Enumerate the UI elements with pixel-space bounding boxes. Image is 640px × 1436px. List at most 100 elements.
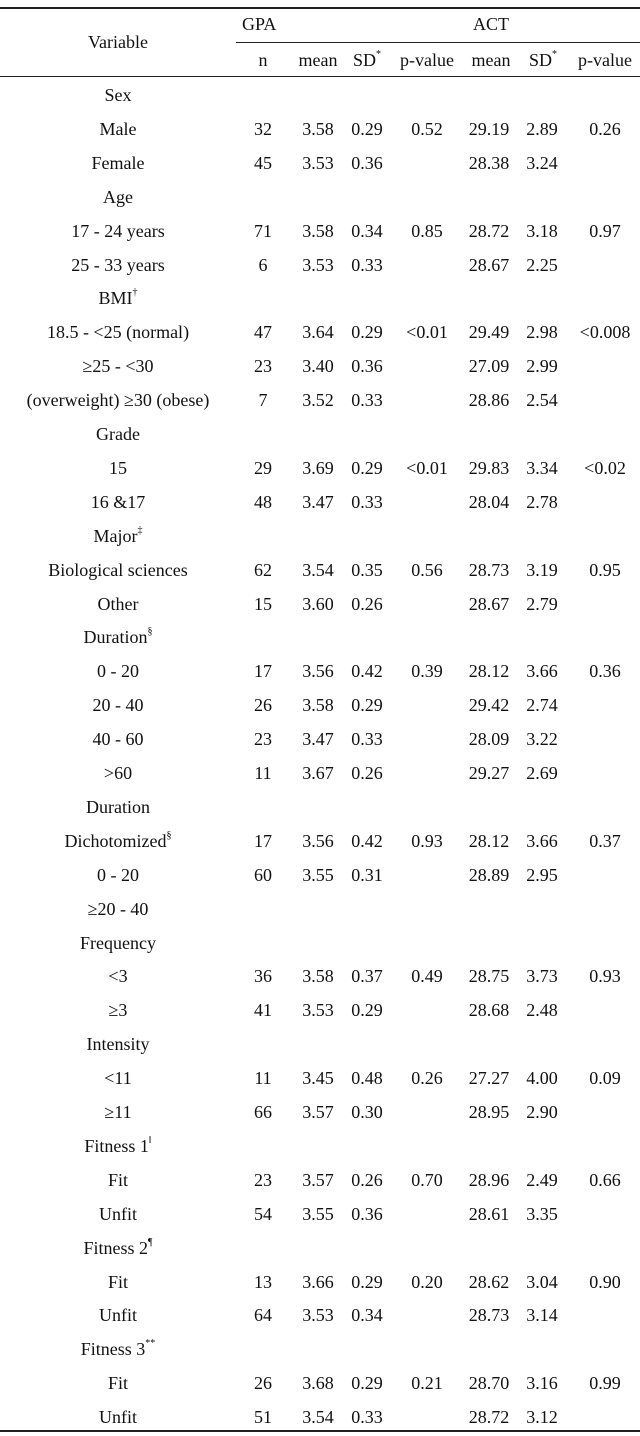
cell-act-p: 0.36 [589, 661, 621, 682]
table-top-rule [0, 7, 640, 9]
cell-gpa-sd: 0.33 [351, 1407, 383, 1428]
cell-act-mean: 28.12 [468, 830, 510, 851]
cell-n: 23 [254, 356, 272, 377]
cell-gpa-p: <0.01 [406, 322, 448, 343]
row-label-text: Unfit [99, 1305, 137, 1326]
cell-gpa-sd: 0.34 [351, 1305, 383, 1326]
row-label: Female [92, 152, 145, 174]
row-label-text: Male [99, 118, 137, 139]
cell-gpa-sd: 0.29 [351, 457, 383, 478]
header-act-sd-mark: * [552, 49, 558, 60]
row-label: Intensity [87, 1033, 150, 1055]
cell-n: 26 [254, 1373, 272, 1394]
row-label: 0 - 20 [97, 864, 139, 886]
row-label: ≥3 [109, 999, 128, 1021]
cell-gpa-sd: 0.36 [351, 1203, 383, 1224]
row-label: Age [103, 186, 133, 208]
cell-n: 11 [254, 1068, 272, 1089]
cell-gpa-mean: 3.53 [302, 254, 334, 275]
cell-gpa-p: 0.20 [411, 1271, 443, 1292]
cell-act-mean: 28.95 [468, 1102, 510, 1122]
cell-act-p: 0.90 [589, 1271, 621, 1292]
cell-n: 62 [254, 559, 272, 580]
row-label: 16 &17 [91, 491, 146, 513]
cell-n: 29 [254, 457, 272, 478]
row-label-text: Fitness 1 [84, 1135, 149, 1156]
row-label-text: >60 [103, 763, 133, 783]
cell-act-mean: 28.73 [468, 1305, 510, 1326]
cell-act-mean: 28.72 [468, 1407, 510, 1428]
row-label: 20 - 40 [93, 694, 144, 716]
cell-gpa-sd: 0.26 [351, 763, 383, 783]
cell-act-sd: 2.98 [526, 322, 558, 343]
header-gpa-group: GPA [242, 14, 277, 34]
cell-act-sd: 2.95 [526, 864, 558, 885]
footnote-mark: † [132, 287, 138, 299]
cell-gpa-sd: 0.29 [351, 322, 383, 343]
cell-act-sd: 3.35 [526, 1203, 558, 1224]
cell-gpa-sd: 0.36 [351, 152, 383, 173]
cell-act-mean: 27.27 [468, 1068, 510, 1089]
cell-act-sd: 3.14 [526, 1305, 558, 1326]
cell-n: 23 [254, 729, 272, 750]
cell-gpa-sd: 0.26 [351, 1169, 383, 1190]
cell-act-mean: 29.27 [468, 763, 510, 783]
header-gpa-p: p-value [400, 50, 454, 70]
cell-gpa-mean: 3.60 [302, 593, 334, 614]
cell-act-p: 0.99 [589, 1373, 621, 1394]
cell-gpa-sd: 0.48 [351, 1068, 383, 1089]
cell-gpa-mean: 3.64 [302, 322, 334, 343]
row-label-text: Female [91, 152, 145, 173]
cell-act-mean: 28.12 [468, 661, 510, 682]
row-label-text: Duration [83, 627, 148, 648]
cell-act-sd: 3.04 [526, 1271, 558, 1292]
cell-n: 66 [254, 1102, 272, 1122]
cell-act-sd: 2.74 [526, 695, 558, 716]
cell-act-mean: 28.86 [468, 390, 510, 411]
cell-act-p: 0.66 [589, 1169, 621, 1190]
cell-gpa-p: 0.39 [411, 661, 443, 682]
cell-act-mean: 28.61 [468, 1203, 510, 1224]
row-label-text: Sex [104, 85, 132, 105]
cell-gpa-mean: 3.52 [302, 390, 334, 411]
cell-gpa-mean: 3.66 [302, 1271, 334, 1292]
header-act-p: p-value [578, 50, 632, 70]
cell-n: 23 [254, 1169, 272, 1190]
cell-gpa-p: 0.52 [411, 118, 443, 139]
header-act-sd: SD* [528, 49, 558, 70]
cell-act-mean: 28.04 [468, 491, 510, 512]
cell-act-sd: 2.49 [526, 1169, 558, 1190]
row-label: <3 [108, 965, 127, 987]
header-variable: Variable [88, 32, 148, 52]
cell-act-mean: 28.62 [468, 1271, 510, 1292]
cell-act-mean: 28.67 [468, 593, 510, 614]
footnote-mark: ¶ [147, 1236, 153, 1248]
row-label-text: <3 [108, 966, 128, 987]
cell-gpa-mean: 3.58 [302, 695, 334, 716]
cell-n: 71 [254, 220, 272, 241]
row-label: 18.5 - <25 (normal) [47, 321, 189, 343]
cell-gpa-sd: 0.35 [351, 559, 383, 580]
cell-act-sd: 2.90 [526, 1102, 558, 1122]
cell-gpa-p: 0.93 [411, 830, 443, 851]
cell-act-mean: 28.73 [468, 559, 510, 580]
cell-gpa-mean: 3.56 [302, 830, 334, 851]
cell-n: 60 [254, 864, 272, 885]
cell-gpa-sd: 0.33 [351, 390, 383, 411]
row-label-text: Age [103, 186, 133, 207]
cell-n: 36 [254, 966, 272, 987]
cell-gpa-mean: 3.45 [302, 1068, 334, 1089]
cell-gpa-sd: 0.29 [351, 695, 383, 716]
cell-gpa-sd: 0.33 [351, 729, 383, 750]
cell-act-p: 0.09 [589, 1068, 621, 1089]
cell-gpa-sd: 0.30 [351, 1102, 383, 1122]
row-label-text: 0 - 20 [97, 864, 139, 885]
row-label-text: Unfit [99, 1203, 137, 1224]
cell-gpa-mean: 3.53 [302, 152, 334, 173]
cell-act-sd: 4.00 [526, 1068, 558, 1089]
row-label-text: <11 [104, 1068, 132, 1089]
row-label: >60 [104, 762, 132, 784]
footnote-mark: § [147, 626, 153, 638]
row-label: ≥25 - <30 [82, 355, 153, 377]
cell-n: 54 [254, 1203, 272, 1224]
